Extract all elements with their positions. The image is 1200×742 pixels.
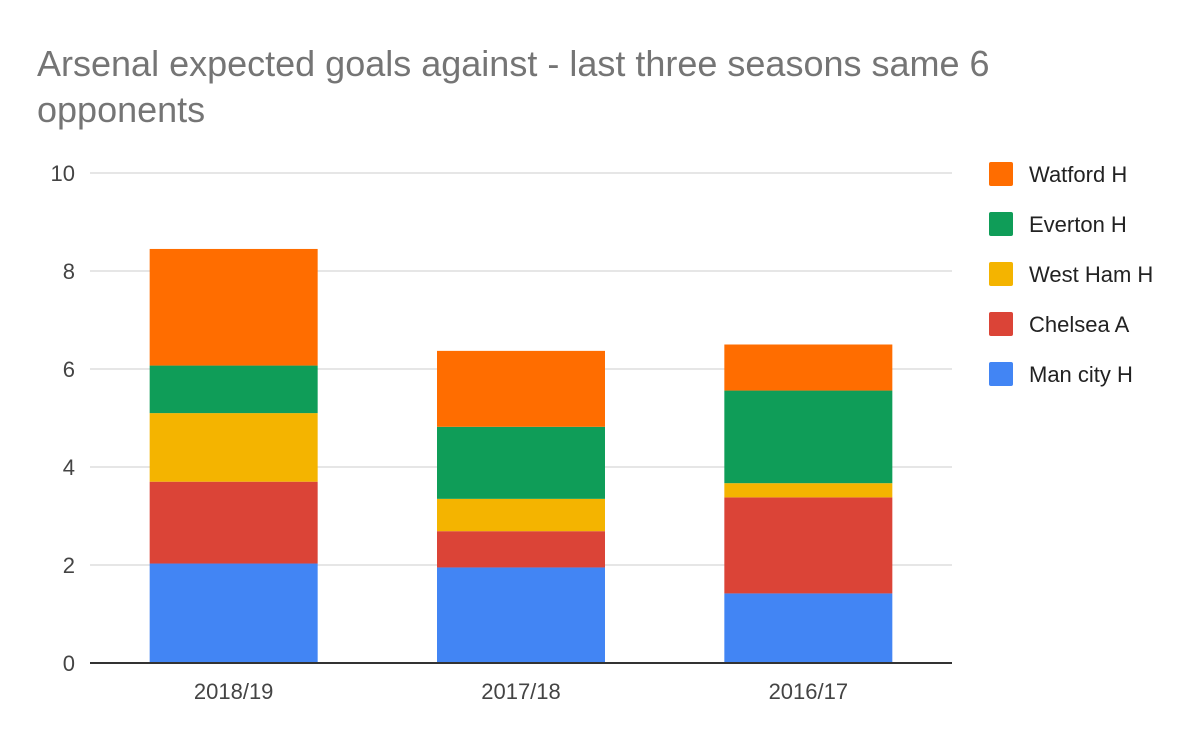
x-category-label: 2018/19 — [194, 679, 274, 704]
legend-swatch — [989, 212, 1013, 236]
y-tick-label: 0 — [63, 651, 75, 676]
bar-segment — [437, 498, 605, 532]
bars — [149, 248, 893, 663]
y-tick-label: 10 — [51, 161, 75, 186]
legend: Watford H Everton H West Ham H Chelsea A Man… — [989, 162, 1153, 387]
bar-segment — [437, 567, 605, 663]
y-tick-label: 6 — [63, 357, 75, 382]
legend-swatch — [989, 362, 1013, 386]
bar-segment — [724, 390, 893, 484]
legend-label: Everton H — [1029, 212, 1127, 237]
bar-segment — [149, 413, 318, 482]
axis-labels: 0 2 4 6 8 10 2018/19 2017/18 2016/17 — [51, 161, 849, 704]
bar-segment — [724, 497, 893, 594]
bar-segment — [437, 426, 605, 499]
legend-swatch — [989, 312, 1013, 336]
legend-label: Man city H — [1029, 362, 1133, 387]
chart-title-line-2: opponents — [37, 89, 205, 130]
bar-segment — [724, 344, 893, 391]
bar-segment — [437, 531, 605, 568]
bar-segment — [149, 365, 318, 414]
legend-label: Chelsea A — [1029, 312, 1130, 337]
legend-swatch — [989, 262, 1013, 286]
chart-title-line-1: Arsenal expected goals against - last th… — [37, 43, 990, 84]
legend-label: West Ham H — [1029, 262, 1153, 287]
bar-segment — [149, 248, 318, 366]
bar-segment — [724, 483, 893, 498]
bar-segment — [149, 563, 318, 663]
bar-segment — [724, 593, 893, 663]
legend-swatch — [989, 162, 1013, 186]
bar-segment — [149, 481, 318, 564]
y-tick-label: 8 — [63, 259, 75, 284]
x-category-label: 2017/18 — [481, 679, 561, 704]
y-tick-label: 4 — [63, 455, 75, 480]
x-category-label: 2016/17 — [769, 679, 849, 704]
bar-segment — [437, 350, 605, 427]
legend-label: Watford H — [1029, 162, 1127, 187]
y-tick-label: 2 — [63, 553, 75, 578]
